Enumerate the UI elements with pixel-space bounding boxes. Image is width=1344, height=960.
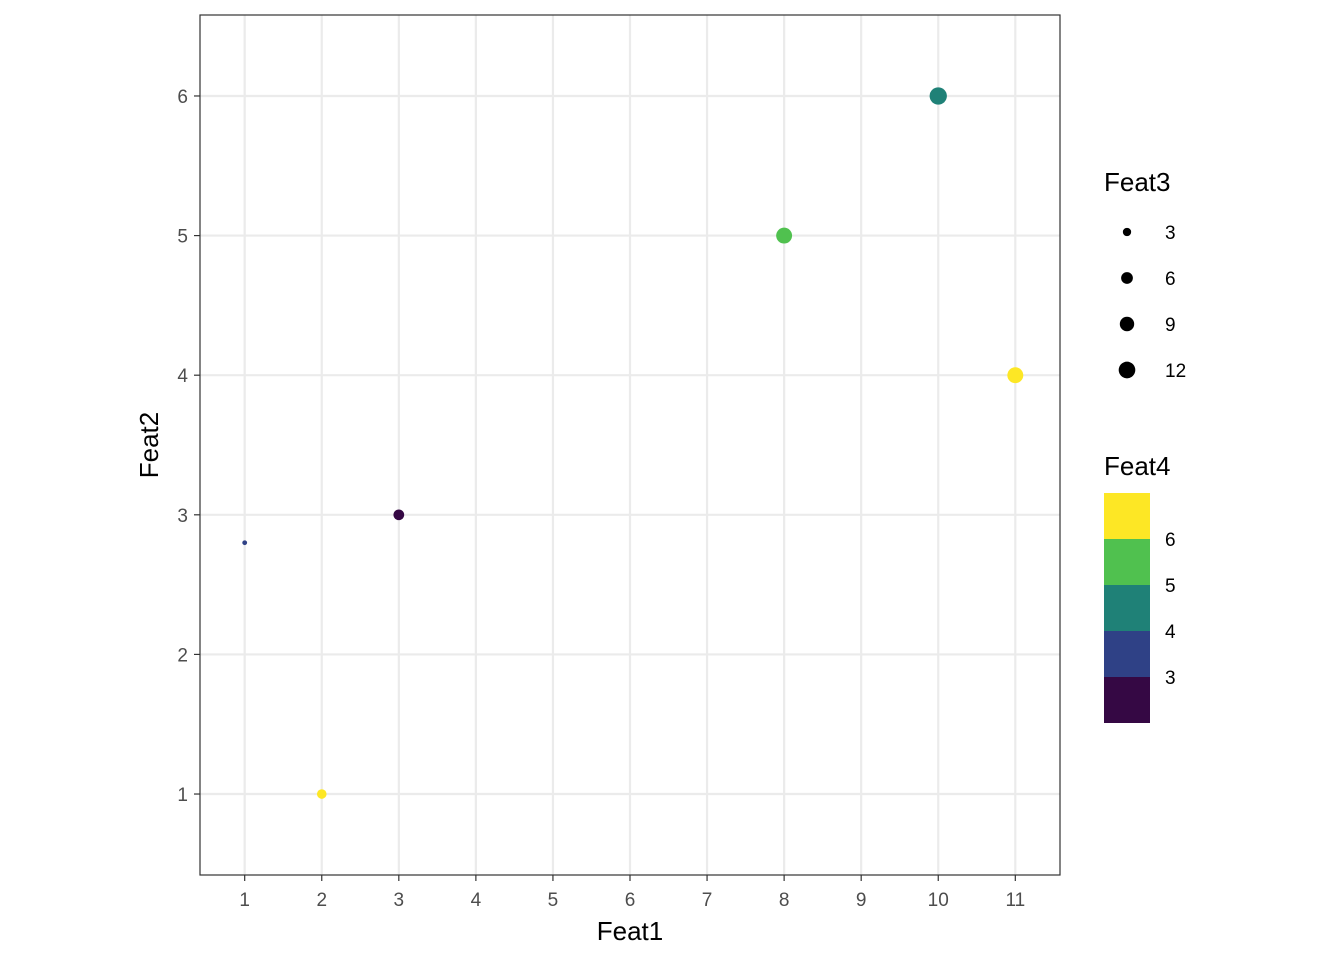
color-legend-label: 6 [1165, 530, 1176, 551]
color-legend-label: 5 [1165, 576, 1176, 597]
color-legend-label: 4 [1165, 622, 1176, 643]
data-point [242, 540, 248, 546]
color-legend-bin [1104, 631, 1150, 677]
x-tick-label: 7 [702, 890, 713, 911]
color-legend-label: 3 [1165, 668, 1176, 689]
data-points [242, 87, 1024, 799]
x-tick-label: 4 [471, 890, 482, 911]
size-legend-label: 9 [1165, 315, 1176, 336]
color-legend-bin [1104, 539, 1150, 585]
x-axis: 1 2 3 4 5 6 7 8 9 10 11 [239, 875, 1025, 911]
data-point [1007, 367, 1024, 384]
data-point [776, 227, 793, 244]
size-legend-label: 6 [1165, 269, 1176, 290]
size-legend-title: Feat3 [1104, 167, 1171, 197]
size-legend-key [1121, 272, 1133, 284]
y-tick-label: 3 [177, 506, 188, 527]
y-axis: 1 2 3 4 5 6 [177, 87, 200, 806]
y-tick-label: 5 [177, 227, 188, 248]
size-legend-key [1118, 361, 1136, 379]
size-legend-label: 12 [1165, 361, 1186, 382]
x-tick-label: 1 [239, 890, 250, 911]
x-tick-label: 3 [394, 890, 405, 911]
data-point [316, 789, 327, 799]
size-legend-key [1119, 316, 1135, 332]
size-legend: Feat3 3 6 9 12 [1104, 167, 1186, 382]
size-legend-label: 3 [1165, 223, 1176, 244]
data-point [393, 509, 405, 521]
color-legend-bin [1104, 677, 1150, 723]
y-tick-label: 1 [177, 785, 188, 806]
y-tick-label: 6 [177, 87, 188, 108]
y-tick-label: 2 [177, 645, 188, 666]
y-axis-title: Feat2 [134, 412, 164, 479]
size-legend-key [1122, 227, 1132, 237]
color-legend-bin [1104, 493, 1150, 539]
x-tick-label: 6 [625, 890, 636, 911]
x-axis-title: Feat1 [597, 916, 664, 946]
y-tick-label: 4 [177, 366, 188, 387]
color-legend-title: Feat4 [1104, 451, 1171, 481]
x-tick-label: 11 [1005, 890, 1025, 911]
x-tick-label: 9 [856, 890, 867, 911]
x-tick-label: 5 [548, 890, 559, 911]
x-tick-label: 10 [928, 890, 949, 911]
data-point [929, 87, 947, 105]
x-tick-label: 8 [779, 890, 790, 911]
color-legend-bin [1104, 585, 1150, 631]
color-legend: Feat4 6 5 4 3 [1104, 451, 1176, 723]
grid-lines [200, 15, 1060, 875]
x-tick-label: 2 [316, 890, 327, 911]
